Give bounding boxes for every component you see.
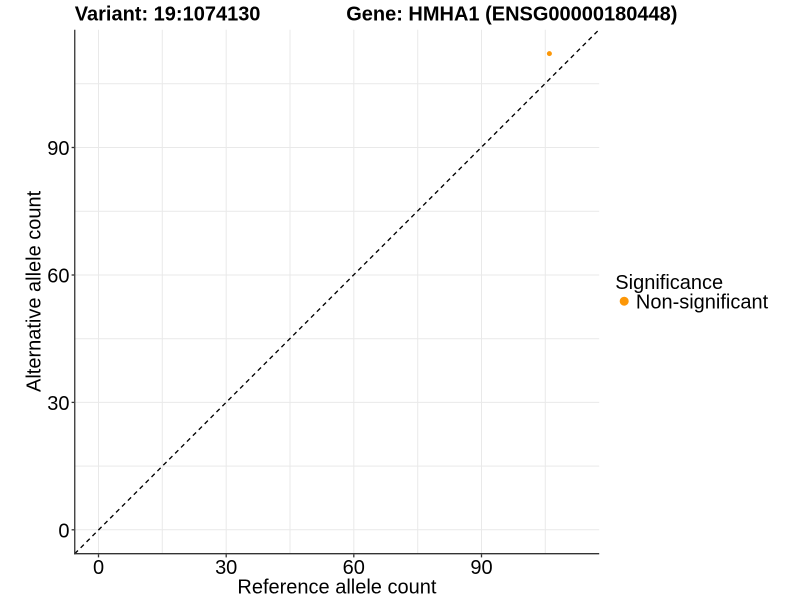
- svg-text:60: 60: [343, 557, 365, 579]
- svg-text:60: 60: [47, 266, 69, 288]
- svg-text:90: 90: [470, 557, 492, 579]
- svg-text:90: 90: [47, 138, 69, 160]
- svg-text:Alternative allele count: Alternative allele count: [24, 190, 46, 392]
- svg-text:30: 30: [215, 557, 237, 579]
- svg-text:Significance: Significance: [615, 272, 723, 294]
- svg-text:0: 0: [93, 557, 104, 579]
- svg-text:Non-significant: Non-significant: [636, 292, 769, 314]
- svg-text:30: 30: [47, 393, 69, 415]
- svg-text:Reference allele count: Reference allele count: [237, 577, 436, 599]
- svg-text:Variant: 19:1074130: Variant: 19:1074130: [75, 4, 261, 26]
- svg-text:0: 0: [58, 520, 69, 542]
- svg-text:Gene: HMHA1 (ENSG00000180448): Gene: HMHA1 (ENSG00000180448): [346, 4, 677, 26]
